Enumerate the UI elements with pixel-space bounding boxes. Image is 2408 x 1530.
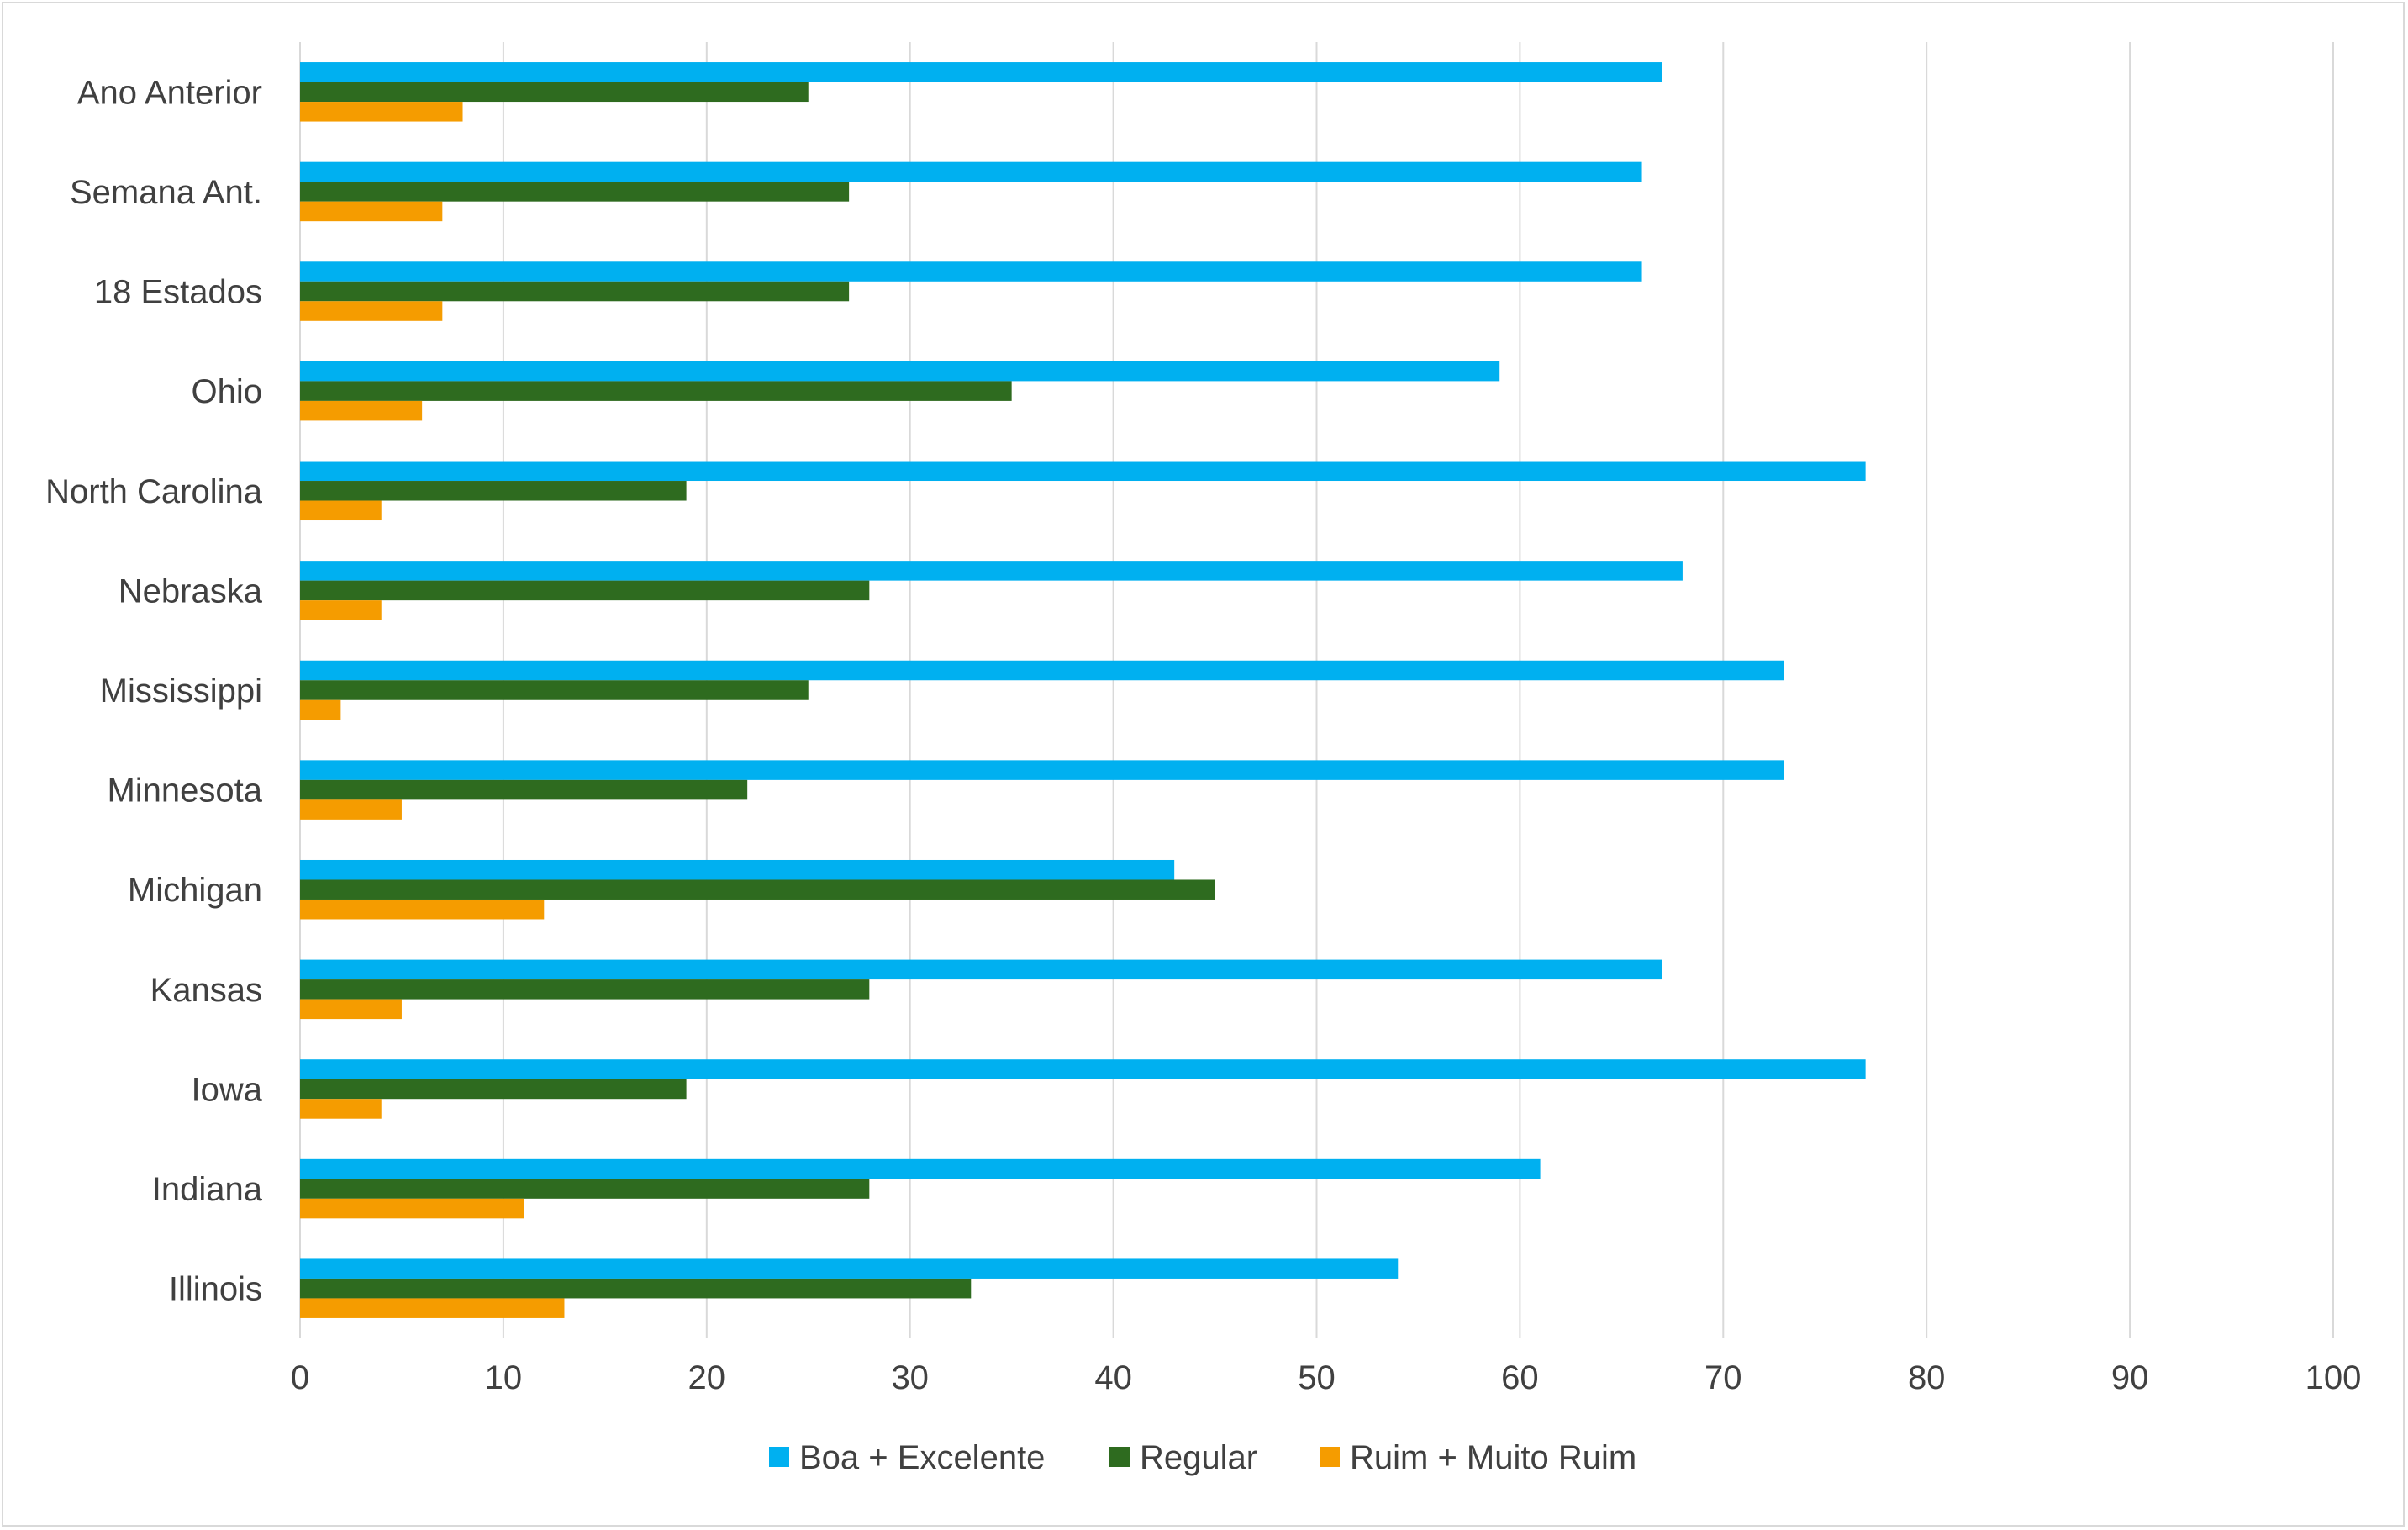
bar-18-estados-series-0 — [300, 261, 1642, 282]
bar-indiana-series-0 — [300, 1158, 1541, 1179]
category-label-michigan: Michigan — [128, 872, 262, 909]
category-label-illinois: Illinois — [169, 1271, 262, 1308]
bar-nebraska-series-1 — [300, 580, 870, 601]
bar-semana-ant-series-1 — [300, 182, 850, 202]
bar-ohio-series-2 — [300, 400, 423, 421]
bar-north-carolina-series-0 — [300, 461, 1866, 482]
bar-ohio-series-1 — [300, 381, 1012, 401]
bar-minnesota-series-2 — [300, 799, 402, 820]
category-label-ano-anterior: Ano Anterior — [77, 74, 262, 111]
bar-ano-anterior-series-1 — [300, 82, 809, 103]
bar-iowa-series-1 — [300, 1079, 687, 1100]
bar-iowa-series-2 — [300, 1099, 382, 1119]
bar-kansas-series-1 — [300, 979, 870, 1000]
bar-indiana-series-1 — [300, 1179, 870, 1199]
bar-nebraska-series-0 — [300, 561, 1683, 581]
legend-swatch-1 — [1109, 1447, 1130, 1467]
x-tick-10: 10 — [485, 1359, 523, 1396]
x-tick-80: 80 — [1908, 1359, 1946, 1396]
category-label-iowa: Iowa — [192, 1071, 263, 1108]
bars — [300, 62, 1866, 1318]
x-tick-20: 20 — [688, 1359, 726, 1396]
x-tick-90: 90 — [2111, 1359, 2149, 1396]
x-tick-labels: 0 10 20 30 40 50 60 70 80 90 100 — [291, 1359, 2362, 1396]
bar-minnesota-series-0 — [300, 760, 1784, 780]
bar-indiana-series-2 — [300, 1198, 524, 1219]
bar-18-estados-series-1 — [300, 281, 850, 302]
bar-mississippi-series-2 — [300, 699, 341, 720]
bar-nebraska-series-2 — [300, 600, 382, 620]
category-label-18-estados: 18 Estados — [94, 274, 262, 311]
bar-mississippi-series-1 — [300, 680, 809, 700]
bar-kansas-series-0 — [300, 959, 1662, 980]
bar-north-carolina-series-2 — [300, 500, 382, 521]
bar-kansas-series-2 — [300, 999, 402, 1020]
legend-label-2: Ruim + Muito Ruim — [1350, 1439, 1636, 1476]
category-label-nebraska: Nebraska — [119, 572, 263, 609]
x-tick-0: 0 — [291, 1359, 309, 1396]
bar-semana-ant-series-0 — [300, 161, 1642, 182]
bar-ano-anterior-series-0 — [300, 62, 1662, 82]
bar-ano-anterior-series-2 — [300, 102, 463, 122]
bar-michigan-series-1 — [300, 879, 1215, 900]
bar-mississippi-series-0 — [300, 660, 1784, 681]
category-label-mississippi: Mississippi — [100, 673, 262, 710]
bar-minnesota-series-1 — [300, 779, 748, 800]
x-tick-50: 50 — [1298, 1359, 1336, 1396]
bar-18-estados-series-2 — [300, 301, 443, 321]
bar-illinois-series-0 — [300, 1258, 1399, 1279]
bar-iowa-series-0 — [300, 1059, 1866, 1079]
category-label-north-carolina: North Carolina — [45, 473, 263, 510]
bar-semana-ant-series-2 — [300, 201, 443, 222]
x-tick-100: 100 — [2305, 1359, 2362, 1396]
legend-swatch-2 — [1320, 1447, 1340, 1467]
legend: Boa + Excelente Regular Ruim + Muito Ruim — [769, 1439, 1636, 1476]
x-tick-40: 40 — [1094, 1359, 1132, 1396]
category-labels: Illinois Indiana Iowa Kansas Michigan Minneso… — [45, 74, 263, 1307]
category-label-ohio: Ohio — [192, 373, 263, 410]
gridlines — [299, 42, 2334, 1338]
x-tick-60: 60 — [1501, 1359, 1539, 1396]
legend-swatch-0 — [769, 1447, 789, 1467]
x-tick-70: 70 — [1705, 1359, 1742, 1396]
bar-michigan-series-0 — [300, 859, 1175, 880]
x-tick-30: 30 — [891, 1359, 929, 1396]
bar-illinois-series-1 — [300, 1278, 972, 1299]
legend-label-1: Regular — [1140, 1439, 1257, 1476]
category-label-kansas: Kansas — [150, 972, 262, 1009]
category-label-minnesota: Minnesota — [107, 773, 262, 810]
legend-label-0: Boa + Excelente — [799, 1439, 1045, 1476]
category-label-indiana: Indiana — [152, 1171, 263, 1208]
bar-illinois-series-2 — [300, 1298, 565, 1318]
bar-michigan-series-2 — [300, 899, 545, 920]
bar-north-carolina-series-1 — [300, 481, 687, 501]
bar-ohio-series-0 — [300, 361, 1500, 382]
category-label-semana-ant: Semana Ant. — [70, 174, 262, 211]
